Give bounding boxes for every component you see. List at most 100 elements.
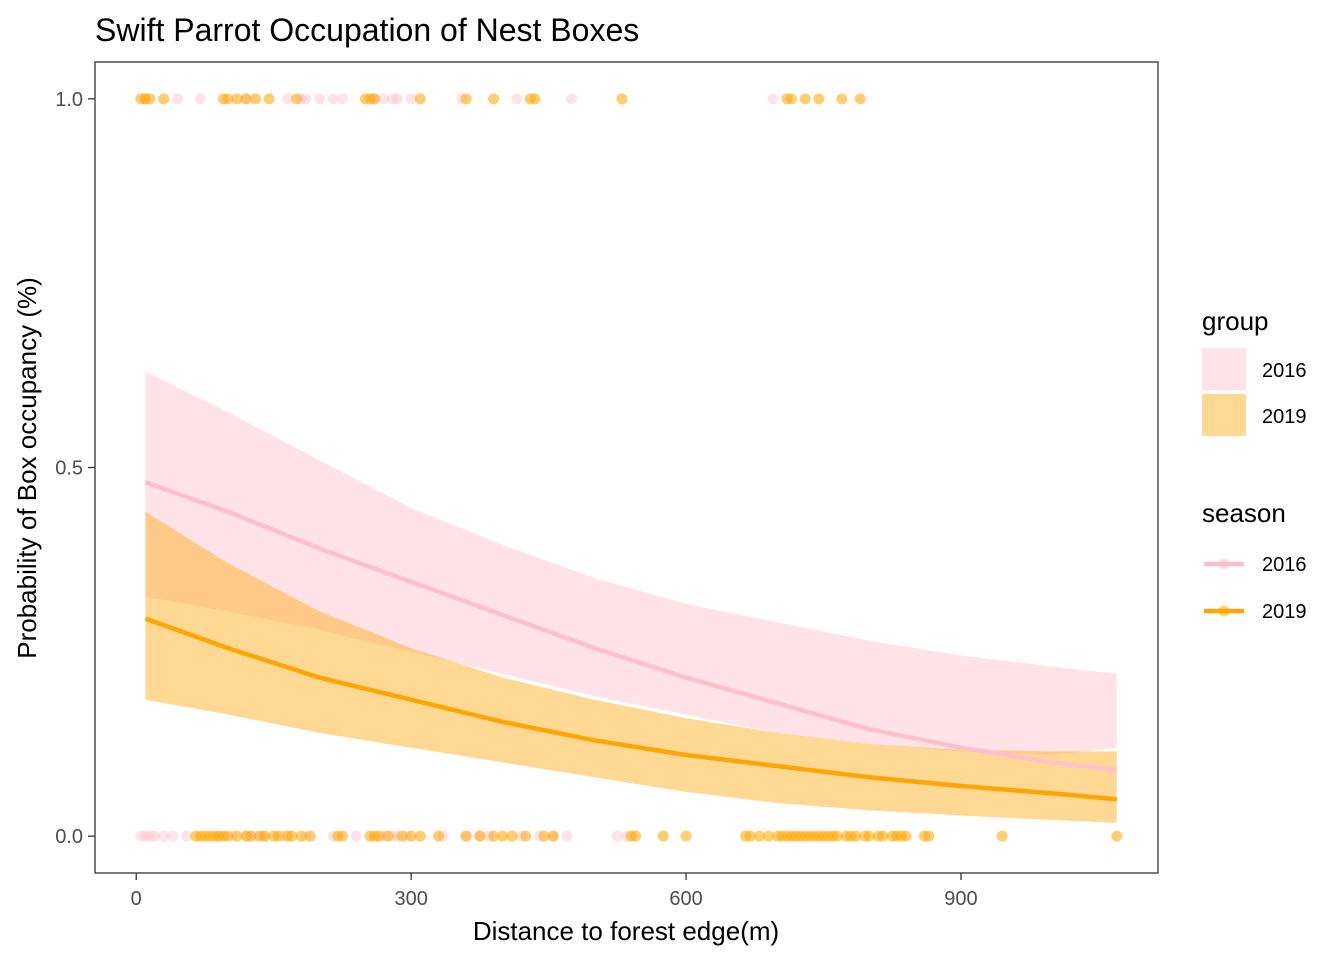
data-point-2019-occupied bbox=[222, 93, 234, 105]
legend-label-group: 2016 bbox=[1262, 360, 1307, 382]
data-point-2016-empty bbox=[139, 830, 151, 842]
data-point-2016-empty bbox=[611, 830, 623, 842]
y-axis: 0.0 0.5 1.0 bbox=[55, 89, 95, 848]
legend-key-season-point-2019 bbox=[1218, 605, 1230, 617]
data-point-2019-empty bbox=[680, 830, 692, 842]
data-point-2016-occupied bbox=[281, 93, 293, 105]
x-axis: 0 300 600 900 bbox=[131, 873, 978, 910]
data-point-2016-occupied bbox=[511, 93, 522, 105]
legend-label-season: 2019 bbox=[1262, 601, 1307, 623]
fit-lines bbox=[144, 480, 1118, 802]
data-point-2016-occupied bbox=[314, 93, 325, 105]
data-point-2019-empty bbox=[304, 830, 316, 842]
legend: group 2016 2019 season 2016 2019 bbox=[1202, 306, 1307, 623]
data-point-2016-occupied bbox=[405, 93, 417, 105]
data-point-2019-empty bbox=[231, 830, 243, 842]
data-point-2019-empty bbox=[763, 830, 774, 842]
data-point-2016-occupied bbox=[327, 93, 339, 105]
ribbon-2016 bbox=[145, 371, 1117, 755]
data-point-2019-empty bbox=[382, 830, 394, 842]
data-point-2019-occupied bbox=[231, 93, 243, 105]
data-point-2019-empty bbox=[831, 830, 843, 842]
y-tick-label: 0.5 bbox=[55, 458, 83, 480]
data-point-2019-occupied bbox=[836, 93, 848, 105]
legend-key-group-2019 bbox=[1202, 394, 1246, 436]
data-point-2019-occupied bbox=[249, 93, 261, 105]
legend-key-season-point-2016 bbox=[1218, 558, 1230, 570]
data-point-2019-occupied bbox=[263, 93, 275, 105]
confidence-ribbons bbox=[145, 371, 1117, 823]
legend-key-group-2016 bbox=[1202, 348, 1246, 390]
data-point-2016-empty bbox=[158, 830, 170, 842]
y-axis-title: Probability of Box occupancy (%) bbox=[12, 277, 42, 659]
data-point-2016-occupied bbox=[391, 93, 403, 105]
data-point-2016-empty bbox=[149, 830, 161, 842]
data-point-2019-occupied bbox=[488, 93, 500, 105]
data-point-2019-empty bbox=[414, 830, 426, 842]
data-point-2019-empty bbox=[996, 830, 1008, 842]
data-point-2019-empty bbox=[272, 830, 284, 842]
data-point-2019-empty bbox=[657, 830, 669, 842]
data-point-2019-occupied bbox=[240, 93, 252, 105]
data-point-2019-empty bbox=[630, 830, 642, 842]
data-point-2016-occupied bbox=[566, 93, 577, 105]
data-point-2019-occupied bbox=[529, 93, 541, 105]
chart-title: Swift Parrot Occupation of Nest Boxes bbox=[95, 12, 639, 48]
data-point-2019-empty bbox=[433, 830, 445, 842]
data-point-2019-empty bbox=[373, 830, 385, 842]
y-tick-label: 1.0 bbox=[55, 89, 83, 111]
data-point-2016-occupied bbox=[300, 93, 312, 105]
data-point-2016-occupied bbox=[378, 93, 390, 105]
fit-line-2016 bbox=[144, 480, 1118, 773]
data-point-2019-empty bbox=[863, 830, 875, 842]
legend-title-season: season bbox=[1202, 498, 1286, 528]
data-points bbox=[135, 93, 1123, 842]
data-point-2019-empty bbox=[460, 830, 472, 842]
data-point-2019-empty bbox=[1111, 830, 1123, 842]
data-point-2019-empty bbox=[520, 830, 532, 842]
data-point-2019-empty bbox=[497, 830, 509, 842]
data-point-2016-empty bbox=[181, 830, 193, 842]
data-point-2019-occupied bbox=[616, 93, 628, 105]
data-point-2019-occupied bbox=[813, 93, 825, 105]
data-point-2019-empty bbox=[547, 830, 559, 842]
data-point-2019-empty bbox=[286, 830, 298, 842]
data-point-2019-empty bbox=[259, 830, 270, 842]
data-point-2019-empty bbox=[744, 830, 756, 842]
data-point-2019-occupied bbox=[158, 93, 170, 105]
data-point-2019-empty bbox=[488, 830, 500, 842]
data-point-2019-empty bbox=[336, 830, 348, 842]
x-tick-label: 900 bbox=[944, 888, 977, 910]
data-point-2019-occupied bbox=[291, 93, 303, 105]
data-point-2019-occupied bbox=[369, 93, 380, 105]
data-point-2019-empty bbox=[222, 830, 234, 842]
data-point-2019-empty bbox=[405, 830, 417, 842]
legend-title-group: group bbox=[1202, 306, 1269, 336]
ribbon-2019 bbox=[145, 511, 1117, 823]
data-point-2016-occupied bbox=[767, 93, 779, 105]
data-point-2019-empty bbox=[506, 830, 518, 842]
data-point-2019-empty bbox=[245, 830, 257, 842]
x-axis-title: Distance to forest edge(m) bbox=[473, 916, 779, 946]
data-point-2016-occupied bbox=[194, 93, 206, 105]
data-point-2016-empty bbox=[144, 830, 156, 842]
data-point-2019-empty bbox=[900, 830, 912, 842]
data-point-2019-empty bbox=[753, 830, 765, 842]
data-point-2019-occupied bbox=[785, 93, 797, 105]
data-point-2019-empty bbox=[850, 830, 862, 842]
fit-line-2019 bbox=[144, 616, 1118, 802]
data-point-2019-occupied bbox=[799, 93, 811, 105]
data-point-2019-occupied bbox=[414, 93, 426, 105]
data-point-2019-empty bbox=[295, 830, 307, 842]
data-point-2019-empty bbox=[396, 830, 408, 842]
data-point-2016-occupied bbox=[336, 93, 348, 105]
data-point-2019-occupied bbox=[460, 93, 472, 105]
data-point-2016-empty bbox=[350, 830, 362, 842]
x-tick-label: 0 bbox=[131, 888, 142, 910]
data-point-2019-empty bbox=[538, 830, 550, 842]
legend-label-group: 2019 bbox=[1262, 406, 1307, 428]
data-point-2016-empty bbox=[561, 830, 573, 842]
data-point-2016-occupied bbox=[387, 93, 399, 105]
